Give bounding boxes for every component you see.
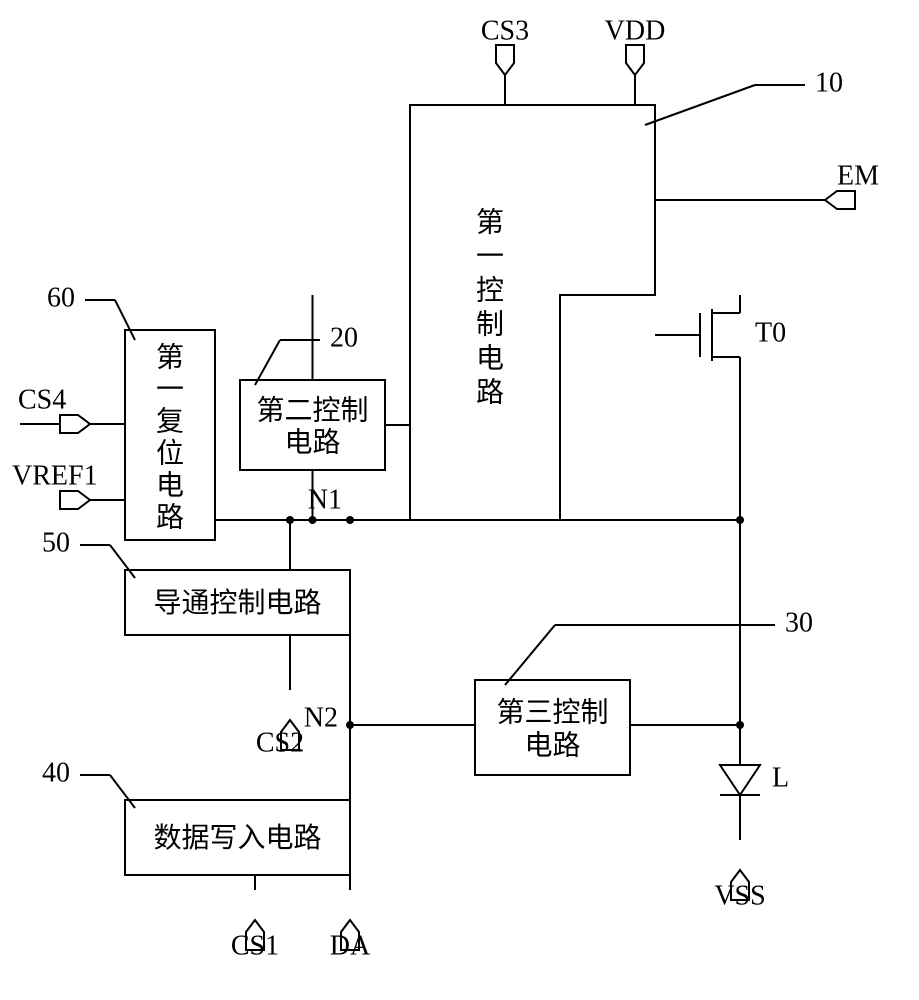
block10-label: 制 <box>476 308 504 340</box>
label-da: DA <box>330 930 371 961</box>
block40-label: 数据写入电路 <box>153 822 321 854</box>
label-em: EM <box>837 160 879 191</box>
block60-label: 位 <box>156 437 184 469</box>
block30-label: 电路 <box>524 729 580 761</box>
block20-label: 第二控制 <box>256 394 368 426</box>
label-cs1: CS1 <box>231 930 279 961</box>
ref-10: 10 <box>815 67 843 98</box>
block20-label: 电路 <box>284 426 340 458</box>
block60-label: 电 <box>156 469 184 501</box>
label-vss: VSS <box>714 880 765 911</box>
ref-20: 20 <box>330 322 358 353</box>
label-cs4: CS4 <box>18 384 66 415</box>
block10-label: 第 <box>476 206 504 238</box>
label-t0: T0 <box>755 317 786 348</box>
block60-label: 一 <box>156 374 184 405</box>
block10-label: 控 <box>476 274 504 306</box>
block60-label: 第 <box>156 341 184 373</box>
ref-60: 60 <box>47 282 75 313</box>
block10-label: 电 <box>476 342 504 374</box>
label-cs2: CS2 <box>256 727 304 758</box>
label-l: L <box>772 762 789 793</box>
block30-label: 第三控制 <box>496 696 608 728</box>
block50-label: 导通控制电路 <box>153 587 321 619</box>
circuit-diagram: 第一控制电路10第一复位电路60第二控制电路20导通控制电路50数据写入电路40… <box>0 0 919 1000</box>
block60-label: 复 <box>156 405 184 437</box>
label-cs3: CS3 <box>481 15 529 46</box>
block60-label: 路 <box>156 501 184 533</box>
transistor-t0 <box>655 295 740 375</box>
block10-label: 路 <box>476 376 504 408</box>
block10-label: 一 <box>476 241 504 272</box>
block-10 <box>410 105 655 520</box>
label-n2: N2 <box>304 702 338 733</box>
ref-40: 40 <box>42 757 70 788</box>
label-vref1: VREF1 <box>12 460 98 491</box>
ref-50: 50 <box>42 527 70 558</box>
ref-30: 30 <box>785 607 813 638</box>
label-vdd: VDD <box>605 15 666 46</box>
